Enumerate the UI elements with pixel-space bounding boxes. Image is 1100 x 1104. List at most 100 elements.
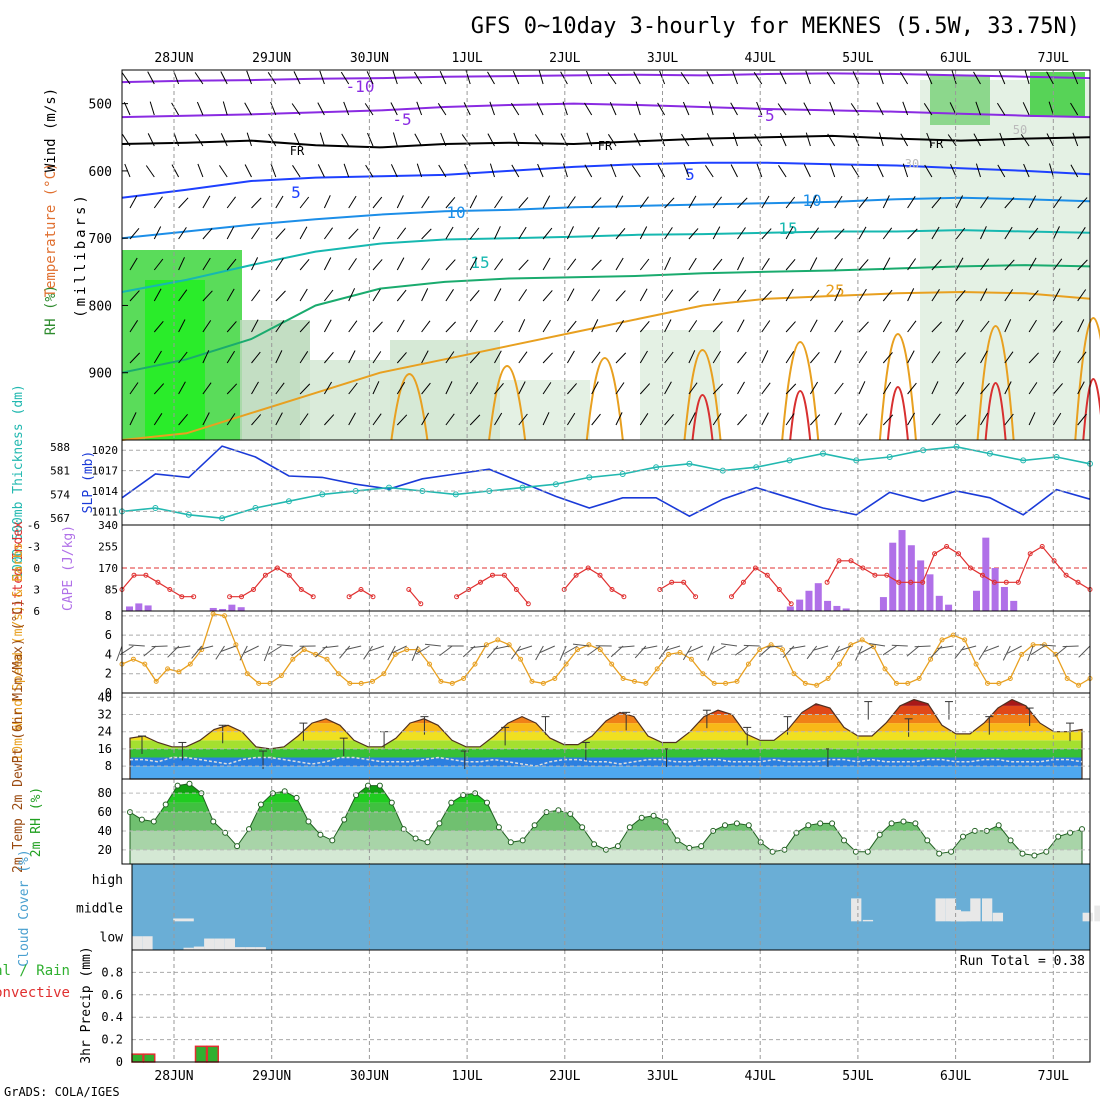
wind-barb	[397, 195, 403, 208]
wind-barb	[393, 133, 397, 147]
surface-barb	[152, 646, 168, 647]
wind-barb	[519, 289, 527, 301]
wind-barb	[713, 289, 720, 301]
wind-barb	[397, 228, 405, 239]
rh-point	[342, 817, 347, 822]
pressure-tick-900: 900	[89, 367, 112, 382]
wind-barb	[738, 290, 746, 301]
bottom-day-label-4JUL: 4JUL	[745, 1069, 776, 1084]
wind-barb	[415, 134, 422, 146]
wind-barb	[349, 229, 359, 239]
wind-barb	[567, 321, 576, 332]
wind-barb	[830, 164, 835, 177]
wind-barb	[665, 198, 675, 208]
wind-barb	[349, 321, 357, 332]
surface-barb	[744, 645, 760, 646]
wind-barb	[318, 164, 324, 177]
wind-barb	[422, 259, 430, 271]
temp-label: 2m Temp 2m DewPt (6hr Min/Max) (°C)	[11, 599, 26, 873]
cape-tick-3: 85	[105, 584, 118, 597]
wind-barb	[198, 164, 203, 177]
wind-barb	[883, 290, 892, 301]
rh-point	[532, 823, 537, 828]
wind-barb	[342, 134, 349, 146]
wind-barb	[779, 165, 787, 177]
temp-band-7	[122, 706, 1090, 715]
wind-barb	[543, 320, 550, 332]
rh-point	[520, 838, 525, 843]
wind-barb	[495, 196, 503, 208]
rh-point	[294, 795, 299, 800]
wind-barb	[665, 227, 673, 239]
cloud-low-bar	[142, 936, 152, 950]
wind-barb	[762, 321, 770, 333]
surface-barb	[938, 646, 954, 649]
rh-point	[413, 836, 418, 841]
wind-barb	[446, 289, 454, 301]
surface-barb	[856, 646, 863, 661]
wind-barb	[488, 72, 495, 84]
surface-barb	[340, 646, 350, 658]
wind-barb	[397, 320, 404, 332]
wind-barb	[252, 198, 262, 208]
rh-point	[330, 838, 335, 843]
upper-ylabel: (millibars)	[73, 192, 89, 318]
wind-barb	[636, 102, 640, 115]
rh-point	[437, 821, 442, 826]
wind-barb	[780, 133, 786, 146]
wind-barb	[762, 350, 768, 363]
wind-barb	[616, 383, 624, 395]
surface-barb	[721, 644, 737, 646]
wind-barb	[245, 103, 252, 115]
isotherm-label-1: -5	[392, 110, 411, 129]
wind-barb	[564, 164, 568, 178]
wind-tick-2: 2	[105, 667, 112, 681]
wind-barb	[344, 102, 349, 115]
wind-barb	[762, 196, 769, 208]
wind-barb	[300, 197, 309, 208]
rh-point	[377, 783, 382, 788]
cloud-mid-bar	[851, 898, 861, 921]
precip-bar-0	[132, 1054, 143, 1062]
isotherm-label-13: 30	[905, 157, 919, 171]
rh-point	[830, 821, 835, 826]
wind-barb	[150, 102, 154, 115]
wind-barb	[470, 290, 479, 301]
rh-point	[925, 838, 930, 843]
wind-barb	[227, 197, 235, 208]
precip-tick-0.4: 0.4	[101, 1010, 123, 1024]
wind-barb	[683, 102, 689, 115]
wind-barb	[174, 133, 179, 146]
wind-barb	[567, 289, 574, 301]
isotherm-label-10: 15	[470, 253, 489, 272]
wind-barb	[422, 321, 430, 332]
rh-point	[818, 821, 823, 826]
top-day-label-28JUN: 28JUN	[154, 51, 193, 66]
isotherm-label-4: FR	[598, 139, 613, 153]
wind-barb	[859, 381, 865, 394]
bottom-day-label-5JUL: 5JUL	[842, 1069, 873, 1084]
wind-barb	[640, 259, 649, 270]
cloud-label: Cloud Cover (%)	[17, 849, 32, 966]
wind-barb	[470, 320, 477, 332]
bottom-day-label-1JUL: 1JUL	[451, 1069, 482, 1084]
surface-barb	[790, 646, 806, 649]
wind-barb	[634, 72, 641, 84]
rh-point	[425, 840, 430, 845]
thickness-tick-574: 574	[50, 488, 70, 501]
rh-shade-upper-a	[930, 75, 990, 125]
wind-barb	[755, 134, 762, 146]
panel-frame-slp	[122, 440, 1090, 525]
rh-point	[306, 819, 311, 824]
surface-barb	[144, 646, 156, 656]
warm-loop-4	[587, 358, 623, 440]
surface-barb	[783, 646, 794, 658]
precip-bar-1	[144, 1054, 155, 1062]
wind-barb	[634, 133, 640, 146]
rh-point	[1020, 851, 1025, 856]
rh-tick-80: 80	[98, 786, 112, 800]
wind-barb	[490, 102, 495, 115]
wind-barb	[879, 71, 883, 84]
cloud-level-high: high	[92, 873, 123, 888]
